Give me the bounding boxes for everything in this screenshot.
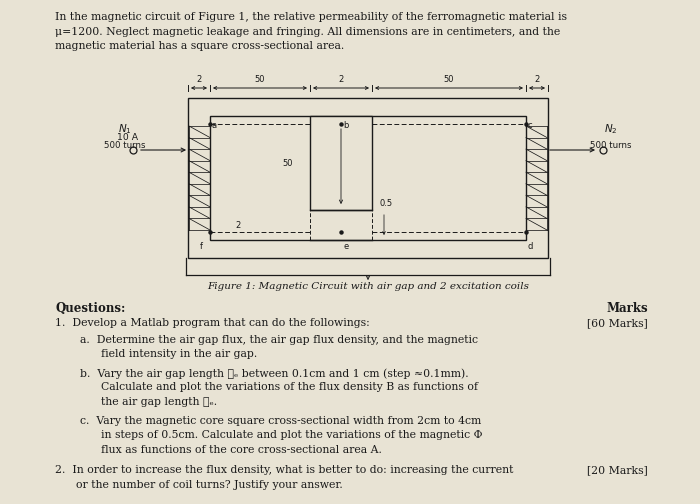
Text: 1.  Develop a Matlab program that can do the followings:: 1. Develop a Matlab program that can do … <box>55 318 370 328</box>
Text: c.  Vary the magnetic core square cross-sectional width from 2cm to 4cm: c. Vary the magnetic core square cross-s… <box>80 416 482 426</box>
Text: d: d <box>528 242 533 251</box>
Text: 500 turns: 500 turns <box>104 141 146 150</box>
Text: field intensity in the air gap.: field intensity in the air gap. <box>80 349 258 359</box>
Text: flux as functions of the core cross-sectional area A⁣.: flux as functions of the core cross-sect… <box>80 445 382 455</box>
Text: 2: 2 <box>197 75 202 84</box>
Text: 50: 50 <box>283 158 293 167</box>
Text: μ=1200. Neglect magnetic leakage and fringing. All dimensions are in centimeters: μ=1200. Neglect magnetic leakage and fri… <box>55 27 560 37</box>
Text: $N_2$: $N_2$ <box>604 122 618 136</box>
Bar <box>210 116 526 240</box>
Text: 50: 50 <box>444 75 454 84</box>
Text: c: c <box>528 121 533 130</box>
Text: a: a <box>212 121 217 130</box>
Text: 500 turns: 500 turns <box>590 141 631 150</box>
Text: [60 Marks]: [60 Marks] <box>587 318 648 328</box>
Text: [20 Marks]: [20 Marks] <box>587 465 648 475</box>
Text: magnetic material has a square cross-sectional area.: magnetic material has a square cross-sec… <box>55 41 344 51</box>
Text: 0.5: 0.5 <box>380 199 393 208</box>
Text: in steps of 0.5cm. Calculate and plot the variations of the magnetic Φ: in steps of 0.5cm. Calculate and plot th… <box>80 430 482 440</box>
Text: In the magnetic circuit of Figure 1, the relative permeability of the ferromagne: In the magnetic circuit of Figure 1, the… <box>55 12 567 22</box>
Text: or the number of coil turns? Justify your answer.: or the number of coil turns? Justify you… <box>55 480 343 489</box>
Text: Figure 1: Magnetic Circuit with air gap and 2 excitation coils: Figure 1: Magnetic Circuit with air gap … <box>207 282 529 291</box>
Text: 2: 2 <box>235 221 241 230</box>
Text: 2: 2 <box>534 75 540 84</box>
Text: Marks: Marks <box>606 302 648 315</box>
Text: e: e <box>343 242 349 251</box>
Text: b: b <box>343 121 349 130</box>
Text: 2: 2 <box>338 75 344 84</box>
Text: $N_1$: $N_1$ <box>118 122 132 136</box>
Text: the air gap length ℓₑ.: the air gap length ℓₑ. <box>80 397 217 407</box>
Text: 50: 50 <box>255 75 265 84</box>
Text: f: f <box>200 242 203 251</box>
Text: 10 A: 10 A <box>118 133 139 142</box>
Text: 2.  In order to increase the flux density, what is better to do: increasing the : 2. In order to increase the flux density… <box>55 465 513 475</box>
Text: a.  Determine the air gap flux, the air gap flux density, and the magnetic: a. Determine the air gap flux, the air g… <box>80 335 478 345</box>
Text: Calculate and plot the variations of the flux density B as functions of: Calculate and plot the variations of the… <box>80 383 478 393</box>
Bar <box>188 98 548 258</box>
Text: b.  Vary the air gap length ℓₑ between 0.1cm and 1 cm (step ≈0.1mm).: b. Vary the air gap length ℓₑ between 0.… <box>80 368 468 379</box>
Text: Questions:: Questions: <box>55 302 125 315</box>
Bar <box>310 116 372 210</box>
